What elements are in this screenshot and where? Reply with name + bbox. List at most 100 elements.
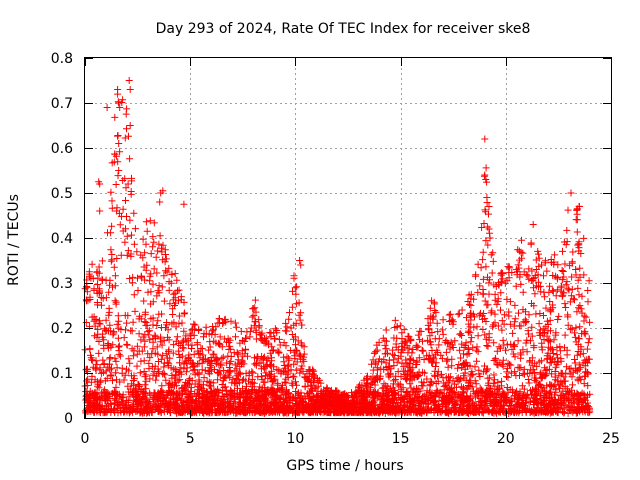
data-point: [558, 401, 566, 409]
data-point: [530, 409, 538, 417]
data-point: [99, 330, 107, 338]
data-point: [129, 377, 137, 384]
data-point: [95, 384, 103, 392]
data-point: [91, 376, 99, 384]
data-point: [289, 287, 296, 295]
data-point: [98, 389, 106, 397]
data-point: [196, 389, 203, 397]
data-point: [274, 347, 282, 355]
data-point: [482, 237, 490, 245]
data-point: [456, 391, 464, 399]
data-point: [390, 395, 398, 403]
data-point: [289, 402, 297, 410]
data-point: [389, 402, 397, 410]
data-point: [466, 301, 473, 309]
data-point: [112, 181, 120, 188]
data-point: [172, 323, 180, 331]
data-point: [460, 344, 468, 351]
data-point: [278, 406, 286, 414]
data-point: [82, 319, 90, 326]
data-point: [488, 407, 496, 415]
data-point: [484, 381, 492, 389]
data-point: [245, 369, 253, 377]
data-point: [89, 356, 97, 364]
data-point: [415, 368, 423, 376]
data-point: [509, 329, 517, 337]
data-point: [534, 247, 542, 255]
data-point: [440, 379, 448, 387]
data-point: [108, 222, 116, 230]
data-point: [544, 321, 552, 328]
data-point: [292, 378, 299, 386]
data-point: [258, 329, 266, 337]
data-point: [121, 238, 129, 246]
data-point: [517, 364, 525, 372]
data-point: [543, 332, 551, 340]
data-point: [134, 400, 142, 407]
data-point: [471, 390, 479, 398]
data-point: [275, 335, 283, 343]
data-point: [105, 406, 113, 414]
data-point: [407, 337, 415, 345]
data-point: [378, 401, 386, 409]
data-point: [491, 319, 499, 327]
data-point: [295, 299, 303, 307]
data-point: [495, 343, 503, 351]
data-point: [434, 368, 442, 376]
data-point: [538, 339, 546, 347]
data-point: [560, 238, 568, 246]
data-point: [292, 319, 300, 327]
data-point: [553, 286, 561, 294]
data-point: [84, 375, 92, 383]
data-point: [567, 292, 575, 300]
data-point: [408, 349, 416, 357]
data-point: [535, 254, 543, 262]
data-point: [486, 276, 494, 284]
x-tick-label: 25: [602, 431, 620, 447]
data-point: [332, 397, 339, 405]
data-point: [274, 399, 282, 407]
data-point: [474, 348, 482, 356]
data-point: [554, 316, 562, 323]
data-point: [370, 399, 378, 407]
data-point: [184, 394, 192, 402]
data-point: [233, 349, 241, 357]
data-point: [493, 347, 501, 355]
data-point: [569, 381, 576, 389]
data-point: [111, 297, 119, 305]
data-point: [194, 403, 202, 411]
data-point: [551, 373, 559, 381]
data-point: [120, 334, 128, 342]
data-point: [149, 314, 157, 322]
data-point: [540, 384, 548, 392]
data-point: [126, 275, 134, 282]
data-point: [178, 352, 186, 360]
data-point: [497, 270, 505, 278]
data-point: [162, 251, 169, 258]
data-point: [262, 339, 270, 347]
data-point: [472, 380, 480, 388]
data-point: [96, 207, 104, 215]
data-point: [301, 383, 309, 391]
data-point: [149, 243, 157, 251]
data-point: [560, 393, 568, 401]
data-point: [552, 363, 560, 371]
data-point: [397, 386, 405, 394]
data-point: [266, 361, 274, 369]
data-point: [142, 218, 150, 226]
data-point: [488, 396, 496, 404]
data-point: [573, 205, 581, 213]
data-point: [476, 282, 484, 290]
data-point: [125, 355, 133, 363]
data-point: [247, 324, 255, 332]
data-point: [164, 362, 172, 370]
data-point: [145, 327, 153, 335]
data-point: [257, 400, 264, 408]
data-point: [564, 206, 572, 214]
data-point: [121, 134, 129, 142]
data-point: [573, 308, 581, 316]
data-point: [231, 319, 239, 327]
data-point: [175, 312, 183, 320]
data-point: [136, 312, 144, 320]
data-point: [206, 382, 214, 390]
